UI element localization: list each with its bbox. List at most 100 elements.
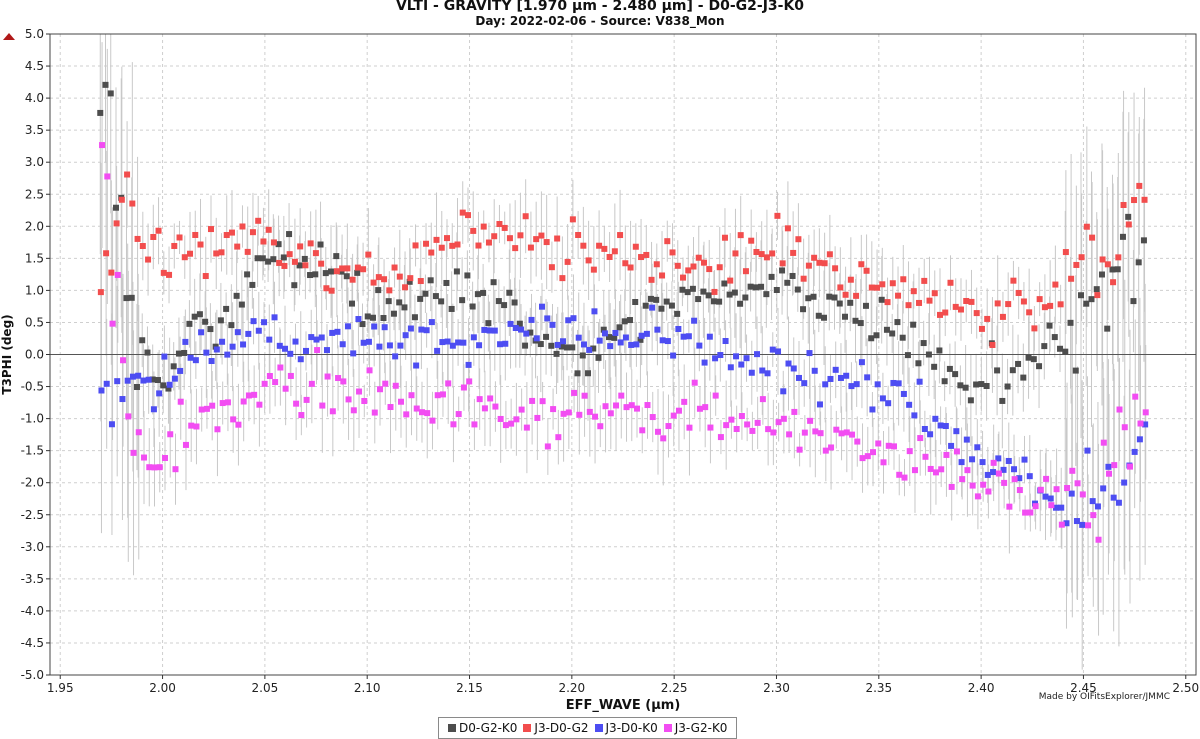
data-point xyxy=(670,353,676,359)
data-point xyxy=(569,344,575,350)
data-point xyxy=(1130,298,1136,304)
data-point xyxy=(953,428,959,434)
data-point xyxy=(816,260,822,266)
data-point xyxy=(540,398,546,404)
data-point xyxy=(302,262,308,268)
data-point xyxy=(166,272,172,278)
data-point xyxy=(167,431,173,437)
data-point xyxy=(171,363,177,369)
data-point xyxy=(1117,407,1123,413)
data-point xyxy=(355,265,361,271)
data-point xyxy=(905,352,911,358)
data-point xyxy=(382,381,388,387)
data-point xyxy=(978,381,984,387)
data-point xyxy=(1017,487,1023,493)
data-point xyxy=(129,295,135,301)
data-point xyxy=(372,410,378,416)
data-point xyxy=(816,313,822,319)
data-point xyxy=(995,300,1001,306)
data-point xyxy=(519,407,525,413)
data-point xyxy=(764,254,770,260)
data-point xyxy=(434,237,440,243)
data-point xyxy=(927,298,933,304)
data-point xyxy=(685,267,691,273)
data-point xyxy=(618,393,624,399)
data-point xyxy=(182,339,188,345)
data-point xyxy=(885,299,891,305)
data-point xyxy=(460,340,466,346)
data-point xyxy=(414,406,420,412)
data-point xyxy=(1006,458,1012,464)
data-point xyxy=(193,424,199,430)
x-tick-label: 2.40 xyxy=(968,681,995,695)
data-point xyxy=(1084,448,1090,454)
data-point xyxy=(1141,237,1147,243)
data-point xyxy=(324,347,330,353)
data-point xyxy=(742,295,748,301)
data-point xyxy=(795,287,801,293)
data-point xyxy=(480,290,486,296)
data-point xyxy=(565,259,571,265)
data-point xyxy=(822,260,828,266)
data-point xyxy=(901,475,907,481)
data-point xyxy=(241,398,247,404)
data-point xyxy=(466,362,472,368)
data-point xyxy=(681,399,687,405)
data-point xyxy=(722,235,728,241)
data-point xyxy=(108,270,114,276)
data-point xyxy=(450,421,456,427)
data-point xyxy=(655,429,661,435)
data-point xyxy=(618,339,624,345)
data-point xyxy=(308,240,314,246)
data-point xyxy=(1000,314,1006,320)
data-point xyxy=(155,377,161,383)
data-point xyxy=(136,429,142,435)
data-point xyxy=(942,310,948,316)
data-point xyxy=(999,398,1005,404)
data-point xyxy=(470,303,476,309)
data-point xyxy=(344,273,350,279)
data-point xyxy=(570,216,576,222)
data-point xyxy=(298,412,304,418)
data-point xyxy=(1006,504,1012,510)
data-point xyxy=(134,384,140,390)
data-point xyxy=(896,472,902,478)
data-point xyxy=(1059,522,1065,528)
data-point xyxy=(1125,214,1131,220)
data-point xyxy=(162,455,168,461)
data-point xyxy=(700,289,706,295)
data-point xyxy=(438,298,444,304)
data-point xyxy=(1042,304,1048,310)
data-point xyxy=(350,350,356,356)
data-point xyxy=(1064,485,1070,491)
data-point xyxy=(660,435,666,441)
data-point xyxy=(523,331,529,337)
data-point xyxy=(539,304,545,310)
data-point xyxy=(664,238,670,244)
data-point xyxy=(858,261,864,267)
data-point xyxy=(891,443,897,449)
data-point xyxy=(366,339,372,345)
data-point xyxy=(330,408,336,414)
data-point xyxy=(938,422,944,428)
data-point xyxy=(459,297,465,303)
data-point xyxy=(848,277,854,283)
data-point xyxy=(984,383,990,389)
data-point xyxy=(435,392,441,398)
data-point xyxy=(475,243,481,249)
data-point xyxy=(608,410,614,416)
data-point xyxy=(884,327,890,333)
data-point xyxy=(104,173,110,179)
data-point xyxy=(842,314,848,320)
data-point xyxy=(1111,462,1117,468)
data-point xyxy=(623,334,629,340)
data-point xyxy=(837,284,843,290)
data-point xyxy=(713,393,719,399)
data-point xyxy=(307,272,313,278)
data-point xyxy=(581,341,587,347)
data-point xyxy=(528,245,534,251)
data-point xyxy=(1109,266,1115,272)
data-point xyxy=(633,244,639,250)
data-point xyxy=(1015,361,1021,367)
data-point xyxy=(575,370,581,376)
